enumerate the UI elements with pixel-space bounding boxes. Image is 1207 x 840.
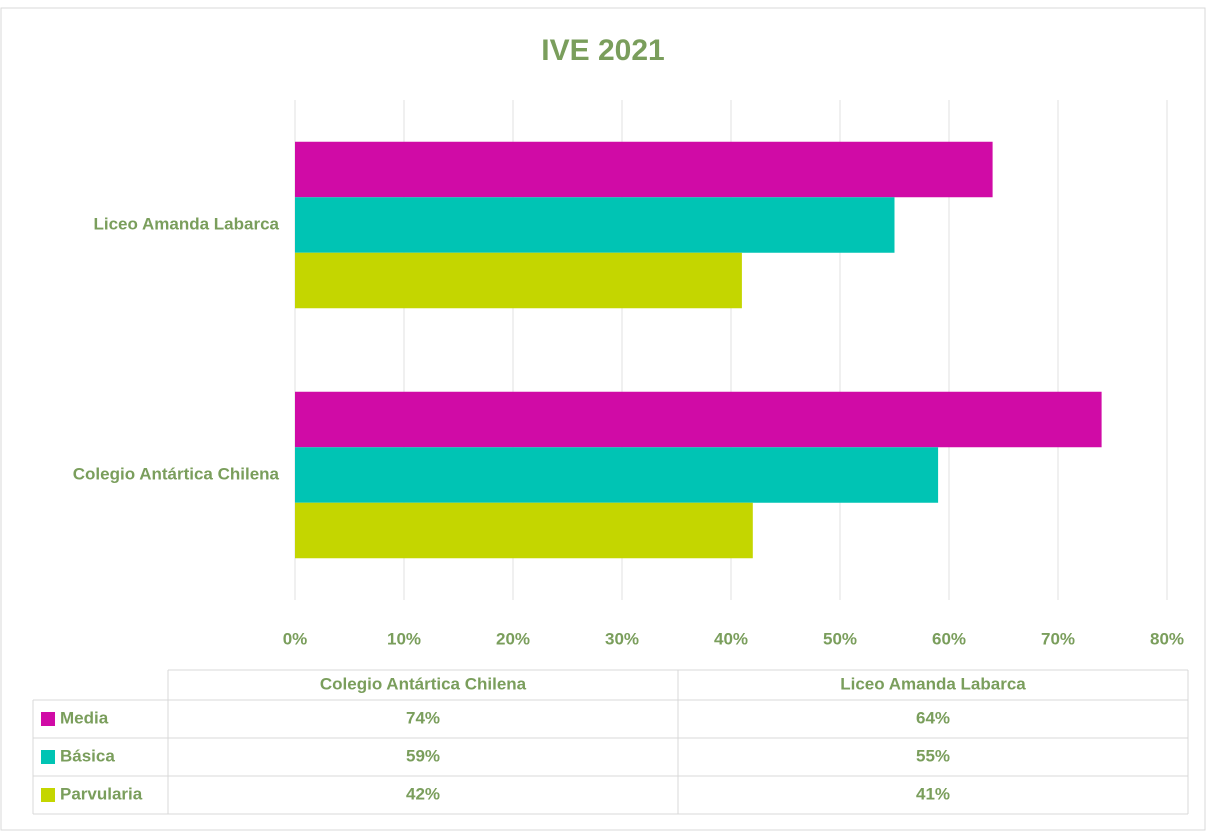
x-tick-label: 40%: [714, 629, 748, 648]
x-tick-label: 70%: [1041, 629, 1075, 648]
legend-key: [41, 788, 55, 802]
bar: [295, 141, 993, 198]
table-cell: 74%: [406, 708, 440, 727]
x-tick-label: 50%: [823, 629, 857, 648]
legend-label: Media: [60, 708, 109, 727]
bar: [295, 197, 895, 253]
legend-key: [41, 712, 55, 726]
legend-label: Básica: [60, 746, 115, 765]
table-header: Colegio Antártica Chilena: [320, 674, 527, 693]
bar: [295, 502, 753, 559]
legend-label: Parvularia: [60, 784, 143, 803]
table-header: Liceo Amanda Labarca: [840, 674, 1026, 693]
y-tick-label: Liceo Amanda Labarca: [94, 214, 280, 233]
bar: [295, 252, 742, 309]
y-tick-label: Colegio Antártica Chilena: [73, 464, 280, 483]
x-tick-label: 10%: [387, 629, 421, 648]
table-cell: 64%: [916, 708, 950, 727]
x-tick-label: 20%: [496, 629, 530, 648]
x-tick-label: 80%: [1150, 629, 1184, 648]
x-tick-label: 30%: [605, 629, 639, 648]
bar: [295, 447, 939, 503]
x-tick-label: 0%: [283, 629, 308, 648]
table-cell: 41%: [916, 784, 950, 803]
legend-key: [41, 750, 55, 764]
bar: [295, 391, 1102, 448]
table-cell: 42%: [406, 784, 440, 803]
table-cell: 55%: [916, 746, 950, 765]
chart-title: IVE 2021: [541, 34, 664, 67]
table-cell: 59%: [406, 746, 440, 765]
x-tick-label: 60%: [932, 629, 966, 648]
